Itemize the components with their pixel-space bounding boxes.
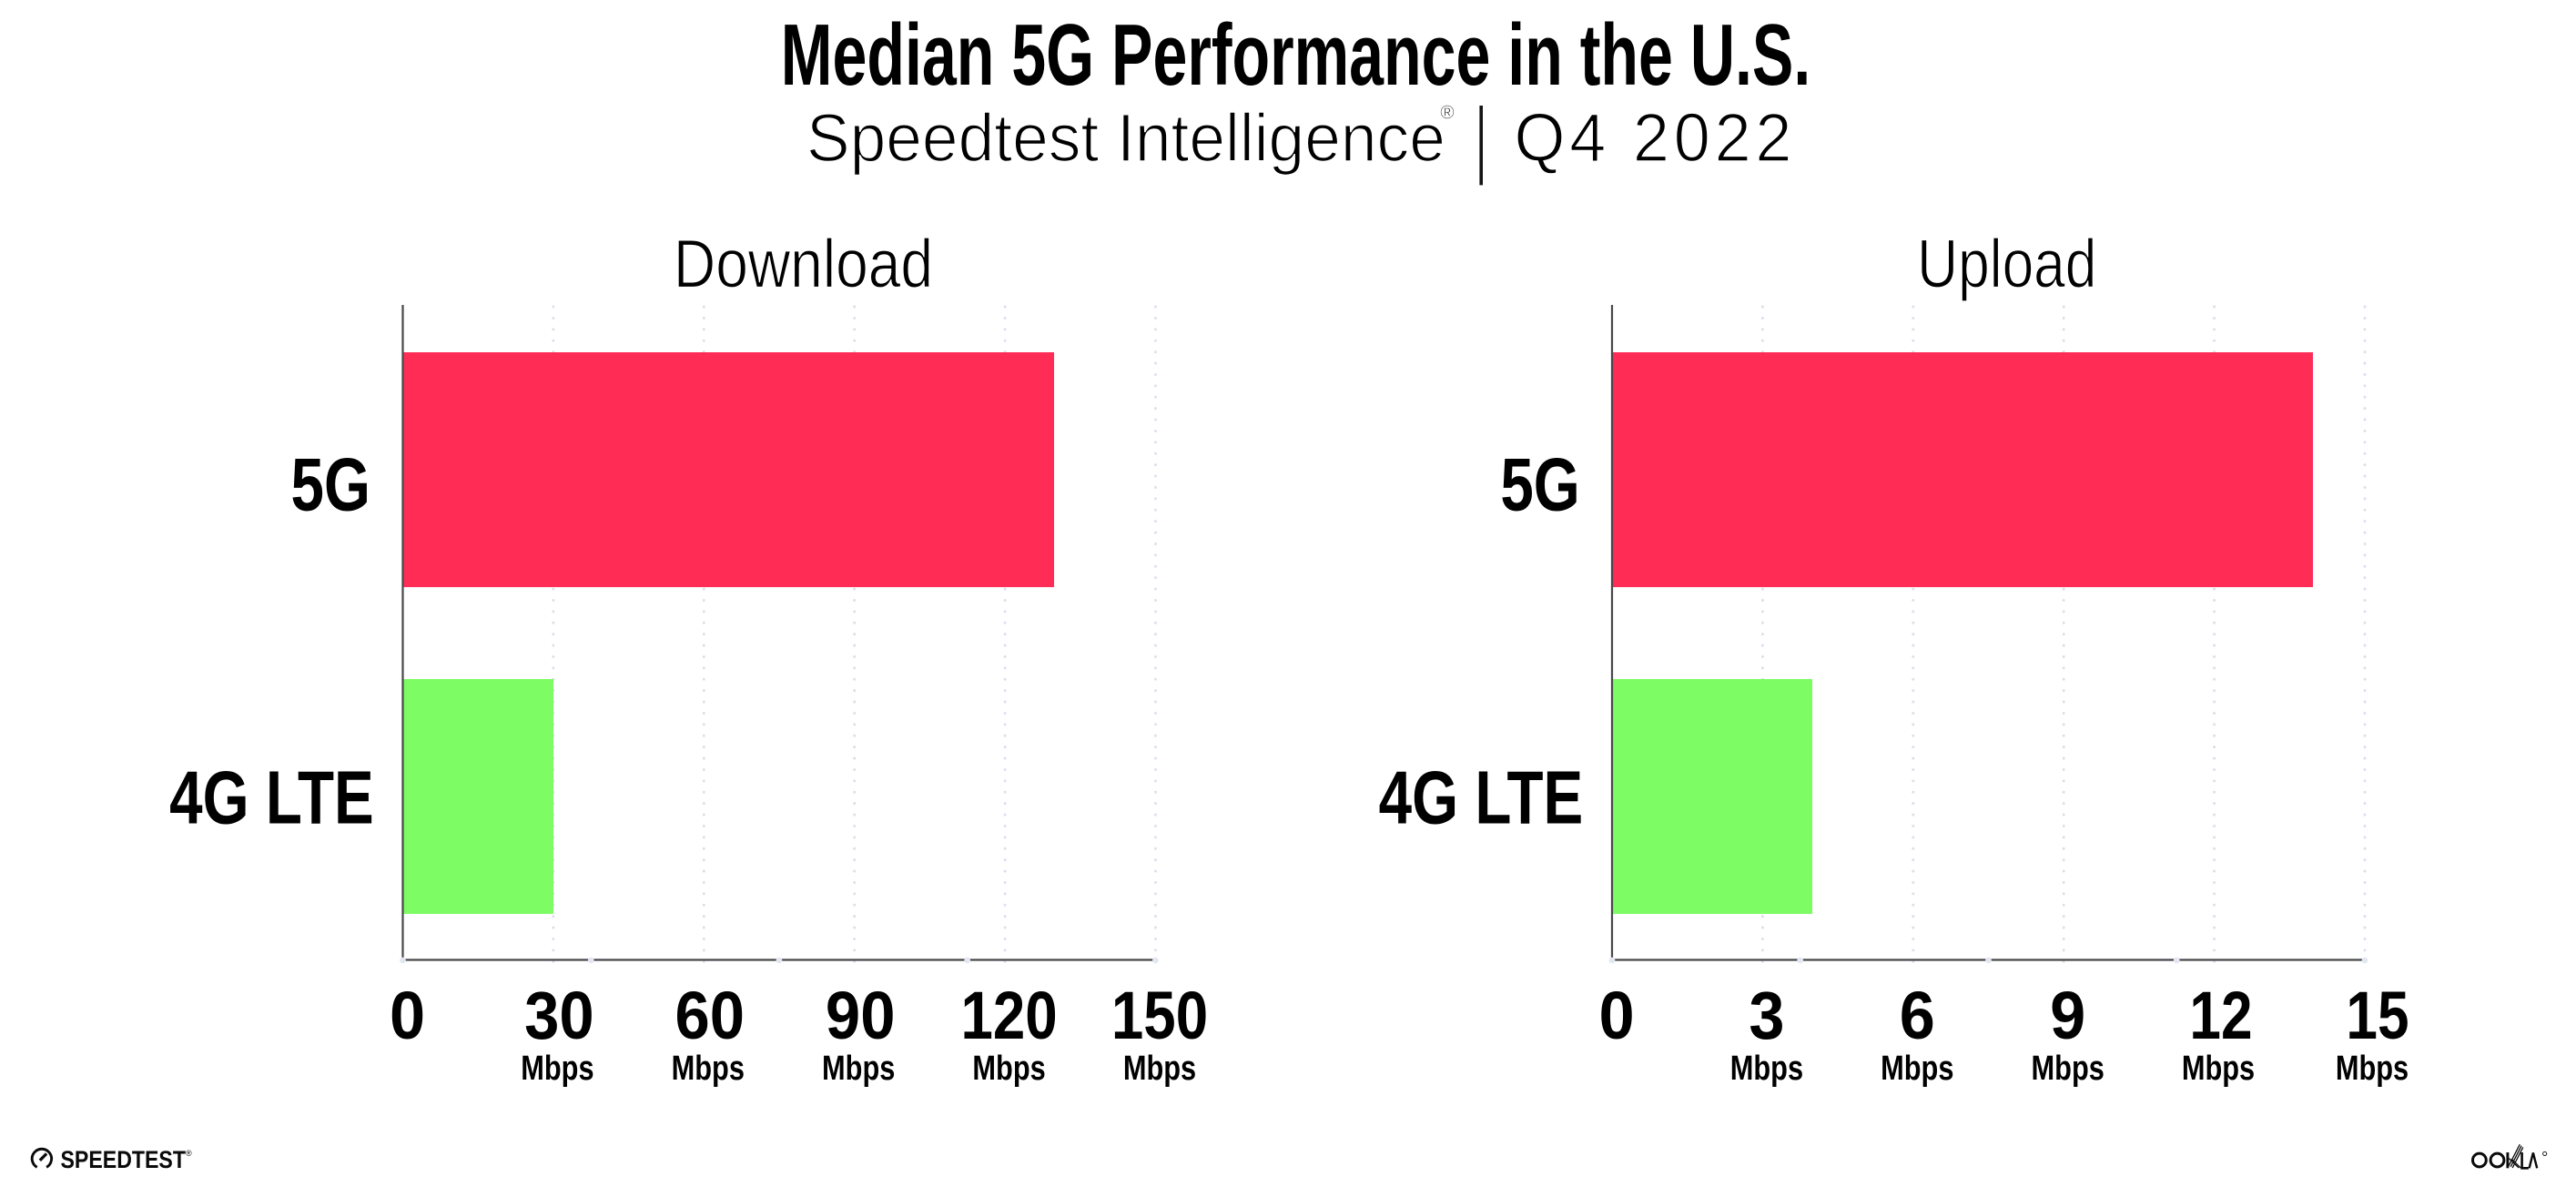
svg-text:0: 0 — [390, 979, 425, 1053]
svg-text:0: 0 — [1598, 979, 1634, 1053]
svg-text:9: 9 — [2050, 979, 2085, 1053]
svg-text:SPEEDTEST: SPEEDTEST — [61, 1146, 187, 1173]
svg-text:Mbps: Mbps — [2336, 1050, 2409, 1088]
svg-text:150: 150 — [1111, 979, 1208, 1054]
svg-text:15: 15 — [2346, 979, 2409, 1053]
svg-text:5G: 5G — [291, 441, 370, 526]
svg-text:Median 5G Performance in the U: Median 5G Performance in the U.S. — [781, 5, 1811, 103]
svg-text:5G: 5G — [1500, 441, 1579, 526]
svg-text:Mbps: Mbps — [972, 1050, 1045, 1088]
svg-text:Q4 2022: Q4 2022 — [1515, 99, 1797, 177]
svg-text:4G LTE: 4G LTE — [1379, 755, 1584, 839]
svg-text:®: ® — [186, 1149, 192, 1158]
svg-text:Upload: Upload — [1917, 226, 2096, 302]
svg-text:90: 90 — [826, 979, 896, 1054]
svg-text:Mbps: Mbps — [521, 1050, 593, 1088]
svg-text:Mbps: Mbps — [822, 1050, 895, 1088]
svg-text:120: 120 — [961, 979, 1058, 1054]
svg-text:6: 6 — [1900, 979, 1935, 1053]
svg-text:60: 60 — [675, 979, 745, 1054]
svg-text:Mbps: Mbps — [1730, 1050, 1803, 1088]
svg-text:Mbps: Mbps — [2182, 1050, 2255, 1088]
svg-text:®: ® — [1440, 103, 1455, 124]
svg-text:3: 3 — [1749, 979, 1784, 1053]
svg-text:12: 12 — [2189, 979, 2252, 1053]
svg-text:Mbps: Mbps — [672, 1050, 745, 1088]
svg-text:Mbps: Mbps — [2032, 1050, 2104, 1088]
svg-text:Mbps: Mbps — [1123, 1050, 1196, 1088]
svg-text:Speedtest Intelligence: Speedtest Intelligence — [806, 101, 1445, 176]
svg-text:Mbps: Mbps — [1881, 1050, 1953, 1088]
svg-text:30: 30 — [524, 979, 594, 1054]
svg-text:Download: Download — [674, 226, 933, 302]
svg-text:4G LTE: 4G LTE — [169, 755, 374, 839]
